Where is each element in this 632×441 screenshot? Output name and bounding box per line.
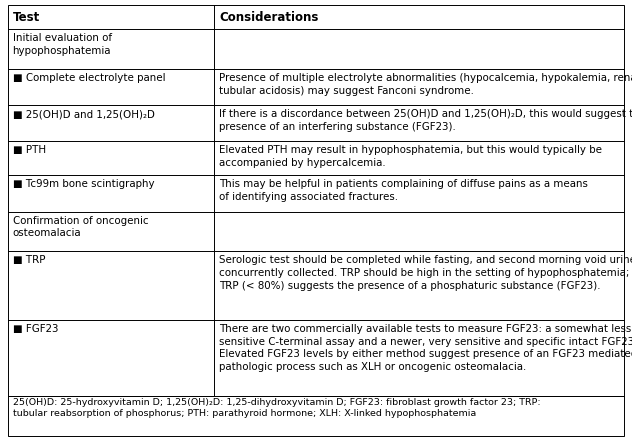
- Text: Serologic test should be completed while fasting, and second morning void urine
: Serologic test should be completed while…: [219, 255, 632, 291]
- Text: If there is a discordance between 25(OH)D and 1,25(OH)₂D, this would suggest the: If there is a discordance between 25(OH)…: [219, 109, 632, 132]
- Text: Confirmation of oncogenic
osteomalacia: Confirmation of oncogenic osteomalacia: [13, 216, 149, 238]
- Text: Elevated PTH may result in hypophosphatemia, but this would typically be
accompa: Elevated PTH may result in hypophosphate…: [219, 145, 602, 168]
- Text: Test: Test: [13, 11, 40, 24]
- Text: Presence of multiple electrolyte abnormalities (hypocalcemia, hypokalemia, renal: Presence of multiple electrolyte abnorma…: [219, 73, 632, 96]
- Text: ■ FGF23: ■ FGF23: [13, 324, 58, 334]
- Text: ■ Complete electrolyte panel: ■ Complete electrolyte panel: [13, 73, 165, 83]
- Text: ■ PTH: ■ PTH: [13, 145, 46, 155]
- Text: There are two commercially available tests to measure FGF23: a somewhat less
sen: There are two commercially available tes…: [219, 324, 632, 372]
- Text: Initial evaluation of
hypophosphatemia: Initial evaluation of hypophosphatemia: [13, 33, 112, 56]
- Text: This may be helpful in patients complaining of diffuse pains as a means
of ident: This may be helpful in patients complain…: [219, 179, 588, 202]
- Text: Considerations: Considerations: [219, 11, 319, 24]
- Text: 25(OH)D: 25-hydroxyvitamin D; 1,25(OH)₂D: 1,25-dihydroxyvitamin D; FGF23: fibrob: 25(OH)D: 25-hydroxyvitamin D; 1,25(OH)₂D…: [13, 398, 540, 418]
- Text: ■ TRP: ■ TRP: [13, 255, 45, 265]
- Text: ■ Tc99m bone scintigraphy: ■ Tc99m bone scintigraphy: [13, 179, 154, 190]
- Text: ■ 25(OH)D and 1,25(OH)₂D: ■ 25(OH)D and 1,25(OH)₂D: [13, 109, 154, 119]
